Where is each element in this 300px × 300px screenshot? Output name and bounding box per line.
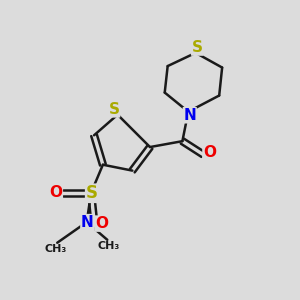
- Text: N: N: [81, 214, 94, 230]
- Text: O: O: [203, 146, 216, 160]
- Text: S: S: [86, 184, 98, 202]
- Text: O: O: [95, 216, 108, 231]
- Text: CH₃: CH₃: [98, 241, 120, 251]
- Text: N: N: [183, 108, 196, 123]
- Text: O: O: [49, 185, 62, 200]
- Text: CH₃: CH₃: [45, 244, 67, 254]
- Text: S: S: [192, 40, 203, 55]
- Text: S: S: [109, 102, 120, 117]
